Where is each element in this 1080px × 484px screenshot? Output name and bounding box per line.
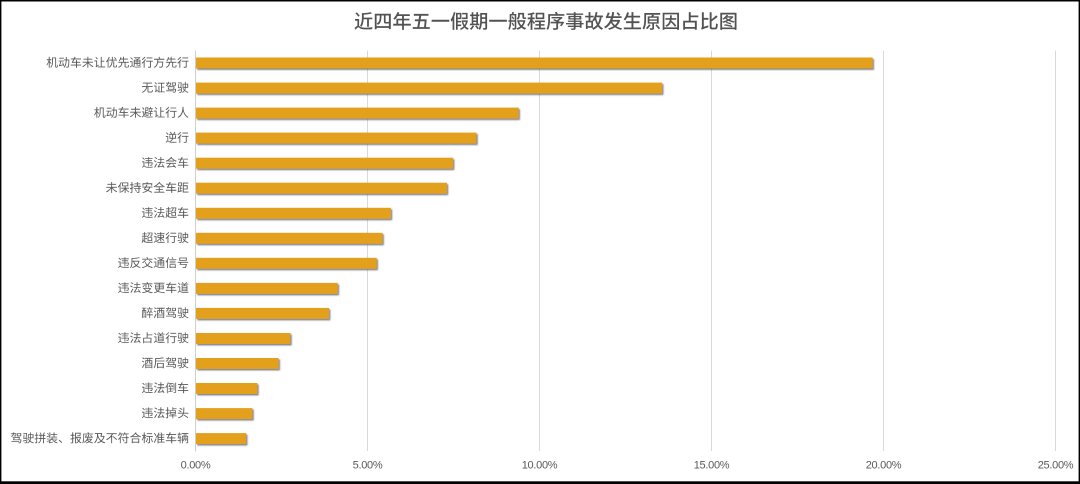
svg-text:0.00%: 0.00% [181,460,211,472]
svg-text:25.00%: 25.00% [1038,460,1074,472]
svg-text:5.00%: 5.00% [353,460,383,472]
svg-text:10.00%: 10.00% [522,460,558,472]
svg-text:15.00%: 15.00% [694,460,730,472]
svg-text:20.00%: 20.00% [866,460,902,472]
